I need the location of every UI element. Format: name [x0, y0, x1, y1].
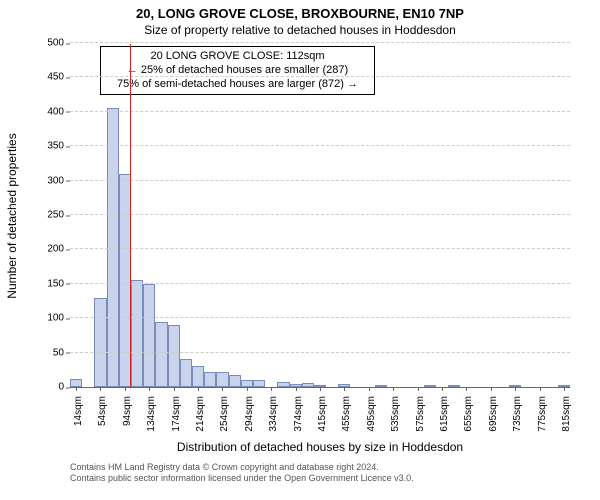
gridline	[70, 145, 570, 146]
x-tick-label: 775sqm	[537, 396, 548, 432]
histogram-bar	[277, 382, 289, 388]
footer-line-1: Contains HM Land Registry data © Crown c…	[70, 462, 414, 473]
x-tick	[247, 387, 248, 391]
x-tick-label: 94sqm	[122, 396, 133, 426]
histogram-bar	[192, 366, 204, 387]
x-tick	[296, 387, 297, 391]
x-tick	[344, 387, 345, 391]
gridline	[70, 214, 570, 215]
x-tick-label: 535sqm	[390, 396, 401, 432]
histogram-bar	[94, 298, 106, 387]
y-axis: 050100150200250300350400450500	[30, 44, 70, 387]
histogram-bar	[180, 359, 192, 387]
x-tick	[491, 387, 492, 391]
x-tick-label: 415sqm	[317, 396, 328, 432]
y-tick-label: 350	[47, 141, 70, 152]
x-tick-label: 334sqm	[268, 396, 279, 432]
y-tick-label: 450	[47, 72, 70, 83]
footer-line-2: Contains public sector information licen…	[70, 473, 414, 484]
x-tick	[320, 387, 321, 391]
histogram-bar	[302, 383, 314, 387]
x-tick	[442, 387, 443, 391]
x-tick	[271, 387, 272, 391]
histogram-bar	[241, 380, 253, 387]
histogram-bar	[375, 385, 387, 387]
x-tick	[174, 387, 175, 391]
histogram-bar	[216, 372, 228, 387]
gridline	[70, 76, 570, 77]
gridline	[70, 283, 570, 284]
histogram-bar	[253, 380, 265, 387]
x-tick-label: 214sqm	[195, 396, 206, 432]
x-tick-label: 735sqm	[512, 396, 523, 432]
histogram-bar	[424, 385, 436, 387]
histogram-bar	[155, 322, 167, 387]
y-axis-label: Number of detached properties	[5, 133, 19, 298]
y-tick-label: 150	[47, 278, 70, 289]
x-tick	[149, 387, 150, 391]
gridline	[70, 111, 570, 112]
x-tick-label: 455sqm	[341, 396, 352, 432]
histogram-bar	[448, 385, 460, 387]
x-tick	[564, 387, 565, 391]
histogram-bar	[131, 280, 143, 387]
x-tick-label: 374sqm	[293, 396, 304, 432]
histogram-bar	[229, 375, 241, 387]
histogram-bar	[168, 325, 180, 387]
y-tick-label: 250	[47, 210, 70, 221]
y-tick-label: 100	[47, 313, 70, 324]
x-tick-label: 14sqm	[73, 396, 84, 426]
x-tick-label: 294sqm	[244, 396, 255, 432]
x-tick	[222, 387, 223, 391]
histogram-bar	[143, 284, 155, 387]
x-tick-label: 495sqm	[366, 396, 377, 432]
histogram-bar	[204, 372, 216, 387]
gridline	[70, 317, 570, 318]
gridline	[70, 248, 570, 249]
y-tick-label: 500	[47, 38, 70, 49]
x-tick	[100, 387, 101, 391]
y-tick-label: 400	[47, 106, 70, 117]
x-axis-label: Distribution of detached houses by size …	[70, 440, 570, 454]
x-tick-label: 815sqm	[561, 396, 572, 432]
y-tick-label: 0	[58, 382, 70, 393]
gridline	[70, 180, 570, 181]
y-tick-label: 300	[47, 175, 70, 186]
x-tick-label: 655sqm	[463, 396, 474, 432]
x-tick	[393, 387, 394, 391]
plot-area: 050100150200250300350400450500 14sqm54sq…	[70, 44, 570, 388]
footer-attribution: Contains HM Land Registry data © Crown c…	[70, 462, 414, 484]
x-tick	[125, 387, 126, 391]
x-tick-label: 174sqm	[171, 396, 182, 432]
gridline	[70, 42, 570, 43]
x-tick	[198, 387, 199, 391]
x-tick	[515, 387, 516, 391]
gridline	[70, 352, 570, 353]
x-tick-label: 134sqm	[146, 396, 157, 432]
y-tick-label: 50	[53, 347, 70, 358]
x-tick-label: 695sqm	[488, 396, 499, 432]
x-tick	[76, 387, 77, 391]
x-tick	[466, 387, 467, 391]
chart-title-sub: Size of property relative to detached ho…	[0, 21, 600, 37]
reference-line	[130, 44, 131, 387]
x-tick	[418, 387, 419, 391]
x-tick-label: 54sqm	[97, 396, 108, 426]
x-tick	[540, 387, 541, 391]
y-tick-label: 200	[47, 244, 70, 255]
x-tick-label: 575sqm	[415, 396, 426, 432]
x-tick-label: 254sqm	[219, 396, 230, 432]
chart-title-main: 20, LONG GROVE CLOSE, BROXBOURNE, EN10 7…	[0, 0, 600, 21]
x-tick-label: 615sqm	[439, 396, 450, 432]
x-tick	[369, 387, 370, 391]
chart-container: 20, LONG GROVE CLOSE, BROXBOURNE, EN10 7…	[0, 0, 600, 500]
histogram-bar	[70, 379, 82, 387]
